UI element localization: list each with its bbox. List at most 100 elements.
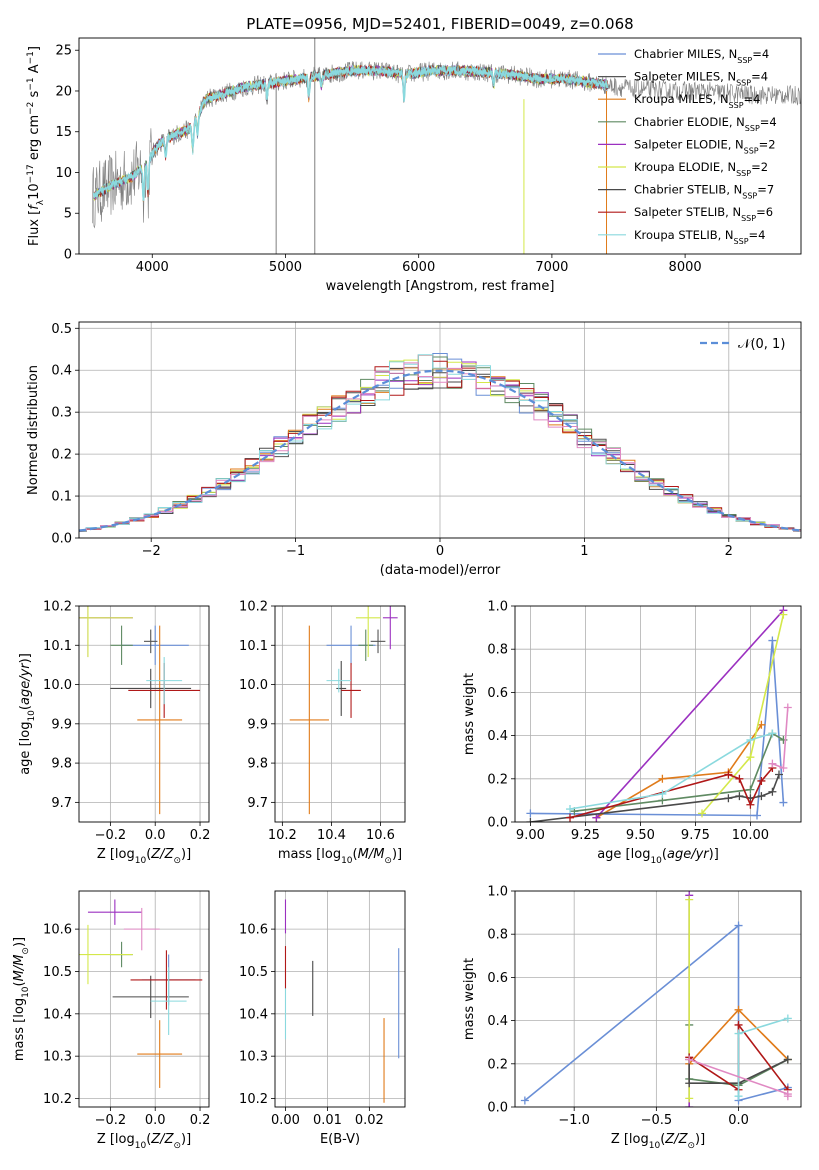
- label-part: −17: [26, 164, 36, 183]
- label-part: erg cm: [27, 115, 42, 164]
- legend-label-main: Kroupa ELODIE, N: [634, 160, 736, 174]
- legend-label-tail: =4: [760, 115, 777, 129]
- y-tick-label: 0.6: [487, 686, 508, 701]
- legend-label-sub: SSP: [742, 191, 757, 200]
- label-part: −1: [26, 77, 36, 90]
- weight-marker: [783, 1055, 792, 1064]
- label-part: )]: [181, 1132, 191, 1147]
- weight-marker: [566, 805, 574, 814]
- legend-label-main: Salpeter ELODIE, N: [634, 137, 744, 151]
- label-part: A: [27, 64, 42, 77]
- y-tick-label: 1.0: [487, 600, 508, 615]
- panel-mass-weight-vs-metallicity: −1.0 −0.5 0.0 0.0 0.2 0.4 0.6 0.8 1.0 Z [log10(Z/…: [462, 885, 802, 1151]
- weight-marker: [779, 610, 788, 619]
- label-part: −2: [26, 102, 36, 115]
- x-tick-label: 7000: [535, 260, 568, 275]
- weight-line: [595, 724, 763, 819]
- y-tick-label: 0.4: [487, 1014, 508, 1029]
- weight-marker: [768, 729, 777, 738]
- weight-marker: [724, 770, 733, 779]
- label-part: 10: [135, 856, 147, 866]
- x-tick-label: 9.50: [626, 828, 655, 843]
- weight-line: [701, 614, 785, 814]
- y-tick-label: 0.4: [51, 364, 72, 379]
- weight-marker: [526, 818, 535, 822]
- legend-label-tail: =4: [751, 70, 768, 84]
- label-part: age/yr: [18, 662, 33, 705]
- model-fit-line: [93, 63, 608, 198]
- weight-marker: [658, 789, 667, 798]
- weight-marker: [734, 1029, 743, 1038]
- x-tick-label: 5000: [269, 260, 302, 275]
- x-tick-label: 0.02: [355, 1113, 384, 1128]
- model-fit-line: [92, 64, 609, 201]
- panel-age-vs-metallicity: −0.2 0.0 0.29.79.89.910.010.110.2Z [log10(…: [18, 600, 210, 867]
- label-part: 10: [649, 1141, 661, 1151]
- y-tick-label: 0: [64, 248, 72, 263]
- legend-label: Chabrier MILES, NSSP=4: [634, 47, 769, 65]
- legend-label-sub: SSP: [741, 214, 756, 223]
- y-tick-label: 0.2: [51, 448, 72, 463]
- legend-label-tail: =7: [757, 183, 774, 197]
- y-tick-label: 10.4: [43, 1007, 72, 1022]
- label-part: M/M: [358, 847, 385, 862]
- y-tick-label: 9.9: [247, 717, 268, 732]
- label-part: Z/Z: [150, 1132, 174, 1147]
- weight-marker: [757, 792, 766, 801]
- weight-marker: [757, 776, 766, 785]
- x-tick-label: 9.00: [516, 828, 545, 843]
- label-part: Z/Z: [664, 1132, 688, 1147]
- y-tick-label: 9.7: [247, 796, 268, 811]
- label-part: )]: [709, 847, 719, 862]
- legend-label-main: Salpeter STELIB, N: [634, 205, 741, 219]
- y-tick-label: 20: [55, 84, 72, 99]
- legend-label: Salpeter MILES, NSSP=4: [634, 70, 768, 88]
- x-axis-label: (data-model)/error: [380, 563, 501, 578]
- y-axis-label: mass weight: [462, 958, 477, 1040]
- x-tick-label: 9.25: [571, 828, 600, 843]
- model-fit-line: [93, 64, 608, 199]
- x-tick-label: −1.0: [558, 1113, 590, 1128]
- weight-marker: [734, 921, 743, 930]
- x-tick-label: 8000: [669, 260, 702, 275]
- legend-label-tail: =4: [752, 47, 769, 61]
- x-axis-label: wavelength [Angstrom, rest frame]: [326, 279, 555, 294]
- weight-marker: [753, 811, 761, 820]
- y-tick-label: 25: [55, 44, 72, 59]
- legend-label-tail: =2: [759, 137, 776, 151]
- y-tick-label: 0.8: [487, 643, 508, 658]
- y-tick-label: 10.4: [239, 1007, 268, 1022]
- y-tick-label: 0.5: [51, 322, 72, 337]
- legend-label: Chabrier STELIB, NSSP=7: [634, 183, 774, 201]
- label-part: )]: [12, 937, 27, 947]
- weight-marker: [685, 1079, 694, 1088]
- label-part: 10: [27, 710, 37, 722]
- y-tick-label: 10.2: [43, 600, 72, 615]
- y-tick-label: 10.5: [43, 965, 72, 980]
- histogram-step: [79, 367, 801, 532]
- weight-line: [569, 732, 773, 810]
- y-tick-label: 10.5: [239, 965, 268, 980]
- weight-marker: [783, 1092, 792, 1101]
- panel-residual-histogram: −2 −1 0 1 2 0.0 0.1 0.2 0.3 0.4 0.5 𝒩(0, 1) (data-mo…: [26, 321, 802, 578]
- x-tick-label: 2: [725, 544, 733, 559]
- panel-age-vs-mass: 10.2 10.4 10.6 9.7 9.8 9.9 10.0 10.1 10.2 mass [l…: [239, 600, 406, 866]
- y-tick-label: 0.2: [487, 1057, 508, 1072]
- weight-marker: [724, 794, 733, 803]
- axes-frame: [274, 605, 406, 823]
- weight-marker: [779, 764, 788, 772]
- label-part: )]: [392, 847, 402, 862]
- label-part: 10: [135, 1141, 147, 1151]
- weight-line: [688, 1058, 789, 1084]
- label-part: ⊙: [173, 1141, 181, 1151]
- label-part: mass [log: [12, 998, 27, 1061]
- label-part: Flux [: [27, 210, 42, 246]
- label-part: (: [660, 1132, 665, 1147]
- legend-label-sub: SSP: [745, 123, 760, 132]
- y-tick-label: 0.0: [487, 816, 508, 831]
- x-axis-label: Z [log10(Z/Z⊙)]: [97, 1132, 191, 1151]
- x-tick-label: 0.0: [145, 828, 166, 843]
- axes-frame: [78, 890, 210, 1108]
- label-part: (: [18, 705, 33, 710]
